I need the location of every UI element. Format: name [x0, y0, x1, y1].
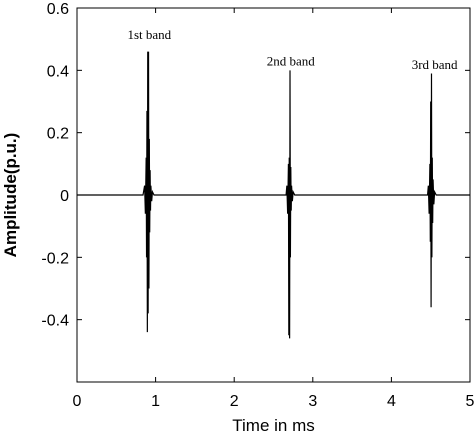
y-tick-label: 0: [60, 188, 69, 205]
band-annotation: 1st band: [127, 27, 171, 42]
y-tick-label: -0.4: [41, 313, 69, 330]
signal-line: [77, 51, 470, 339]
y-tick-label: 0.2: [47, 126, 69, 143]
band-annotations: 1st band 2nd band 3rd band: [127, 27, 458, 72]
y-axis-ticks: -0.4 -0.2 0 0.2 0.4 0.6: [41, 1, 470, 330]
band-annotation: 2nd band: [267, 54, 316, 69]
band-annotation: 3rd band: [412, 57, 458, 72]
x-tick-label: 1: [151, 393, 160, 410]
y-axis-title: Amplitude(p.u.): [1, 133, 20, 258]
y-tick-label: -0.2: [41, 250, 69, 267]
x-tick-label: 3: [308, 393, 317, 410]
x-tick-label: 0: [73, 393, 82, 410]
x-axis-title: Time in ms: [232, 416, 315, 435]
x-tick-label: 5: [466, 393, 474, 410]
y-tick-label: 0.6: [47, 1, 69, 18]
x-tick-label: 4: [387, 393, 396, 410]
x-axis-ticks: 0 1 2 3 4 5: [73, 8, 474, 410]
y-tick-label: 0.4: [47, 63, 69, 80]
x-tick-label: 2: [230, 393, 239, 410]
